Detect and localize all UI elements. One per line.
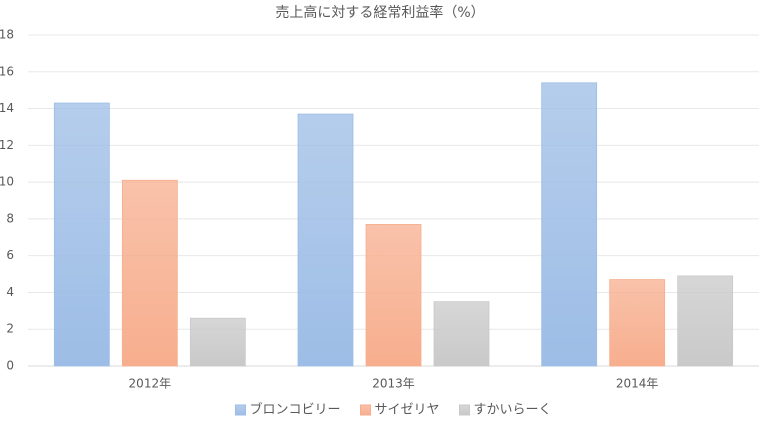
y-tick-label: 4: [6, 285, 14, 299]
legend: ブロンコビリー サイゼリヤ すかいらーく: [234, 402, 552, 418]
y-tick-label: 8: [6, 211, 14, 225]
x-tick-label: 2013年: [372, 377, 415, 391]
y-tick-label: 2: [6, 322, 14, 336]
legend-swatch: [359, 404, 371, 416]
bar: [365, 224, 422, 367]
y-tick-label: 16: [0, 64, 14, 78]
y-tick-label: 18: [0, 28, 14, 42]
bar: [297, 113, 354, 367]
bar: [609, 279, 666, 367]
y-tick-label: 0: [6, 359, 14, 373]
legend-swatch: [459, 404, 471, 416]
y-tick-label: 14: [0, 101, 14, 115]
bar: [433, 301, 490, 367]
y-tick-label: 6: [6, 248, 14, 262]
legend-swatch: [234, 404, 246, 416]
x-tick-label: 2014年: [616, 377, 659, 391]
x-tick-label: 2012年: [129, 377, 172, 391]
bar: [189, 317, 246, 367]
legend-label: すかいらーく: [474, 403, 552, 418]
y-tick-label: 10: [0, 175, 14, 189]
chart-title: 売上高に対する経常利益率（%）: [275, 4, 484, 21]
bar: [53, 102, 110, 367]
legend-label: ブロンコビリー: [249, 402, 340, 418]
bar: [541, 82, 598, 367]
bar: [677, 275, 734, 367]
legend-label: サイゼリヤ: [374, 403, 439, 418]
y-tick-label: 12: [0, 138, 14, 152]
bar: [121, 179, 178, 367]
